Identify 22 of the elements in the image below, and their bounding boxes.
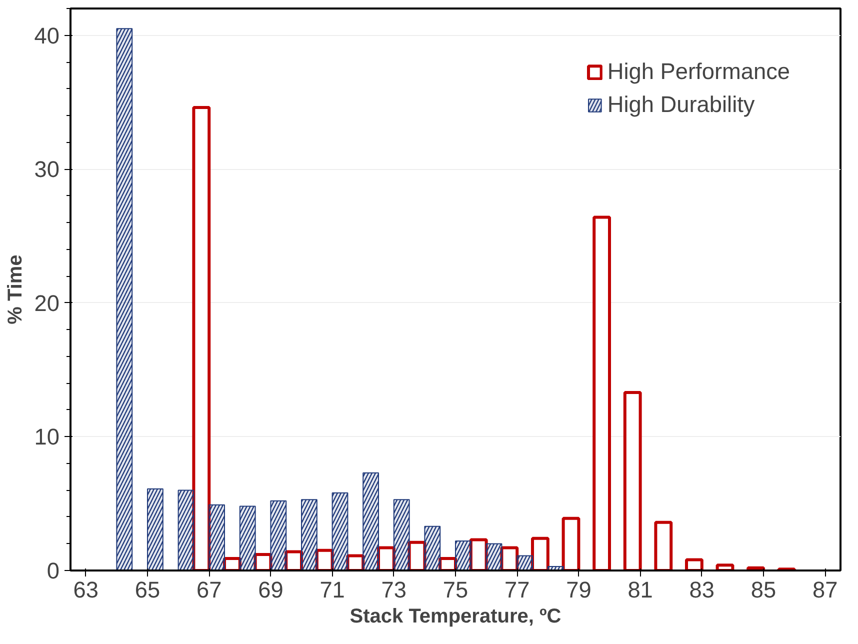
y-tick-label: 30 — [34, 156, 60, 182]
x-tick-label: 87 — [812, 576, 838, 602]
legend-label: High Durability — [607, 91, 755, 118]
x-tick-label: 71 — [320, 576, 345, 602]
x-tick-label: 77 — [504, 576, 530, 602]
x-tick-label: 65 — [134, 576, 160, 602]
y-tick-label: 20 — [34, 290, 60, 316]
x-tick-label: 69 — [258, 576, 284, 602]
x-tick-label: 79 — [566, 576, 592, 602]
x-tick-label: 73 — [381, 576, 407, 602]
y-tick-label: 10 — [34, 424, 60, 450]
x-tick-label: 67 — [196, 576, 222, 602]
x-tick-label: 85 — [750, 576, 776, 602]
x-axis-title: Stack Temperature, ºC — [350, 606, 562, 628]
x-tick-label: 75 — [442, 576, 468, 602]
y-axis-title: % Time — [4, 254, 26, 324]
x-tick-label: 81 — [628, 576, 653, 602]
x-tick-label: 83 — [689, 576, 715, 602]
legend-label: High Performance — [607, 58, 790, 85]
y-tick-label: 0 — [46, 558, 60, 584]
x-tick-label: 63 — [73, 576, 99, 602]
y-tick-label: 40 — [34, 22, 60, 48]
